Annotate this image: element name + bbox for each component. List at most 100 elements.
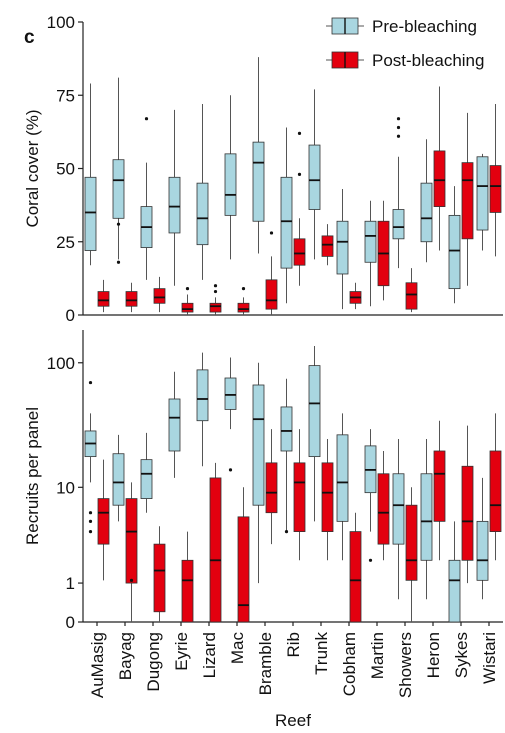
outlier-point [396, 134, 401, 138]
outlier-point [116, 260, 121, 264]
outlier-point [88, 380, 93, 385]
box [364, 220, 377, 263]
box [280, 406, 293, 452]
x-tick-label: AuMasig [88, 632, 107, 698]
box [112, 159, 125, 219]
box [209, 477, 222, 623]
box [489, 165, 502, 213]
box [252, 384, 265, 506]
box [97, 498, 110, 545]
outlier-point [88, 529, 93, 534]
outlier-point [213, 289, 218, 294]
x-tick-label: Wistari [480, 632, 499, 684]
x-tick-label: Mac [228, 632, 247, 665]
outlier-point [88, 519, 93, 523]
y-tick-label: 100 [47, 354, 75, 373]
box [448, 559, 461, 623]
x-tick-label: Dugong [144, 632, 163, 692]
y-tick-label: 0 [66, 613, 75, 632]
box [224, 377, 237, 410]
box [252, 141, 265, 222]
box [153, 543, 166, 613]
y-tick-label: 100 [47, 13, 75, 32]
x-tick-label: Rib [284, 632, 303, 658]
y-tick-label: 50 [56, 160, 75, 179]
box [181, 302, 194, 313]
outlier-point [129, 578, 134, 582]
box [321, 235, 334, 257]
box [476, 520, 489, 581]
box [293, 462, 306, 532]
box [237, 516, 250, 623]
box [84, 176, 97, 251]
panel-label: c [24, 27, 35, 48]
outlier-point [368, 558, 373, 562]
box [336, 220, 349, 275]
outlier-point [269, 231, 274, 235]
box [461, 465, 474, 561]
legend-label: Post-bleaching [372, 51, 484, 70]
box [237, 302, 250, 313]
box [392, 209, 405, 240]
x-tick-label: Lizard [200, 632, 219, 678]
box [321, 462, 334, 532]
box [405, 504, 418, 581]
box [377, 473, 390, 545]
box [476, 156, 489, 231]
y-tick-label: 25 [56, 233, 75, 252]
outlier-point [228, 468, 233, 472]
box [349, 531, 362, 623]
x-tick-label: Martin [368, 632, 387, 679]
outlier-point [396, 125, 401, 130]
outlier-point [297, 131, 302, 135]
box [265, 462, 278, 514]
box [112, 453, 125, 506]
box [489, 450, 502, 532]
outlier-point [185, 287, 190, 291]
box [293, 238, 306, 266]
box [392, 473, 405, 545]
box [308, 365, 321, 458]
box [420, 473, 433, 561]
x-tick-label: Showers [396, 632, 415, 698]
box [153, 288, 166, 304]
y-axis-title: Recruits per panel [23, 407, 42, 545]
box [336, 434, 349, 522]
y-tick-label: 10 [56, 478, 75, 497]
outlier-point [297, 172, 302, 176]
outlier-point [144, 117, 149, 121]
outlier-point [241, 287, 246, 291]
box [461, 162, 474, 240]
outlier-point [88, 511, 93, 515]
box [125, 291, 138, 307]
box [224, 153, 237, 216]
y-axis-title: Coral cover (%) [23, 109, 42, 227]
box [265, 279, 278, 310]
box [181, 559, 194, 623]
y-tick-label: 75 [56, 86, 75, 105]
x-tick-label: Trunk [312, 632, 331, 675]
box [168, 398, 181, 452]
x-axis-title: Reef [275, 711, 311, 730]
box [125, 498, 138, 584]
x-tick-label: Bramble [256, 632, 275, 695]
box [433, 450, 446, 522]
outlier-point [284, 529, 289, 534]
box [420, 182, 433, 243]
box [168, 176, 181, 234]
box [97, 291, 110, 307]
outlier-point [213, 284, 218, 288]
x-tick-label: Sykes [452, 632, 471, 678]
box [196, 182, 209, 246]
box [196, 369, 209, 422]
legend-label: Pre-bleaching [372, 17, 477, 36]
coral-cover-panel: 0 25 50 75 100 Coral cover (%) Pre-bleaching Po… [23, 13, 503, 325]
x-tick-label: Cobham [340, 632, 359, 696]
box [140, 459, 153, 499]
box [280, 176, 293, 269]
box [405, 282, 418, 310]
outlier-point [116, 222, 121, 226]
x-tick-label: Heron [424, 632, 443, 678]
y-tick-label: 0 [66, 306, 75, 325]
